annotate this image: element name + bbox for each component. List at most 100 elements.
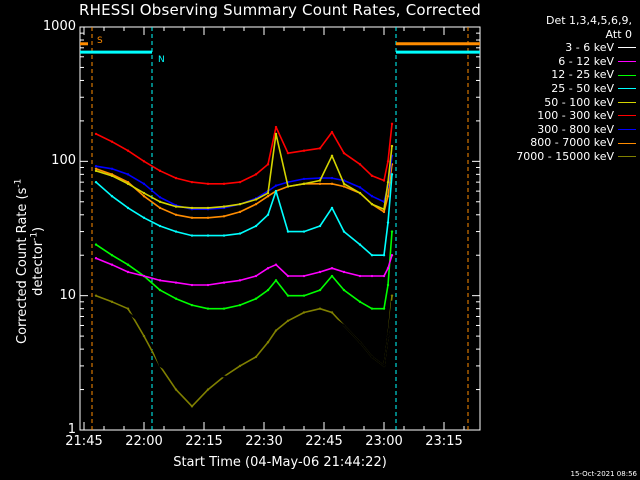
data-point [302,230,306,233]
legend-swatch [618,129,636,131]
segment-label: S [97,36,103,46]
legend-label: 7000 - 15000 keV [516,149,614,163]
data-point [390,254,394,257]
data-point [286,294,290,297]
data-point [274,279,278,282]
data-point [330,311,334,314]
data-point [110,263,114,266]
chart-title: RHESSI Observing Summary Count Rates, Co… [78,1,481,19]
data-point [238,180,242,184]
x-tick-label: 22:00 [125,434,163,449]
data-point [370,307,374,310]
data-point [286,151,290,155]
data-point [174,205,178,208]
data-point [190,405,194,408]
data-point [274,329,278,332]
data-point [302,177,306,181]
legend-swatch [618,47,636,49]
legend-swatch [618,74,636,76]
data-point [342,270,346,274]
data-point [142,334,146,338]
data-point [318,270,322,274]
data-point [126,182,130,186]
data-point [126,270,130,274]
legend-entry: 12 - 25 keV [480,68,638,82]
legend-entry: 6 - 12 keV [480,55,638,69]
data-point [386,160,390,163]
data-point [286,230,290,233]
legend: Det 1,3,4,5,6,9, Att 0 3 - 6 keV 6 - 12 k… [480,14,638,164]
data-point [274,334,278,338]
data-point [238,364,242,368]
data-point [342,230,346,233]
data-point [318,311,322,314]
x-axis-title: Start Time (04-May-06 21:44:22) [173,455,387,470]
data-point [254,297,258,300]
series-line [95,123,393,185]
x-tick-label: 22:30 [245,434,283,449]
data-point [110,300,114,304]
data-point [342,151,346,155]
data-point [302,294,306,297]
data-point [274,184,278,187]
data-point [126,311,130,314]
data-point [206,206,210,210]
data-point [206,234,210,237]
data-point [358,163,362,166]
data-point [330,267,334,270]
data-point [286,324,290,327]
segment-label: N [158,55,165,65]
data-point [266,213,270,216]
data-point [266,267,270,270]
data-point [110,303,114,307]
data-point [386,195,390,198]
data-point [190,206,194,210]
data-point [382,364,386,368]
data-point [174,388,178,391]
data-point [238,279,242,282]
data-point [266,341,270,344]
data-point [358,300,362,304]
data-point [174,375,178,378]
data-point [206,283,210,287]
data-point [190,234,194,237]
data-point [390,230,394,233]
data-point [110,174,114,178]
data-point [222,205,226,208]
data-point [266,195,270,198]
data-point [254,224,258,228]
data-point [370,355,374,359]
data-point [390,173,394,176]
data-point [190,180,194,184]
data-point [190,303,194,307]
data-point [254,198,258,201]
data-point [142,160,146,163]
data-point [274,263,278,266]
data-point [110,254,114,257]
data-point [142,195,146,198]
y-tick-label: 10 [59,287,76,303]
legend-swatch [618,115,636,117]
data-point [318,288,322,292]
data-point [382,307,386,310]
data-point [158,288,162,292]
data-point [358,191,362,195]
series-line [95,297,393,378]
series-line [95,231,393,310]
plot-frame [79,26,481,431]
data-point [158,224,162,228]
data-point [318,307,322,310]
legend-swatch [618,142,636,144]
generated-timestamp: 15-Oct-2021 08:56 [570,470,637,478]
data-point [382,210,386,214]
data-point [254,375,258,378]
legend-entry: 3 - 6 keV [480,41,638,55]
legend-label: 6 - 12 keV [558,54,614,68]
data-point [94,132,98,136]
data-point [330,274,334,278]
data-point [254,202,258,206]
data-point [142,216,146,219]
data-point [302,149,306,152]
data-point [142,324,146,327]
data-point [302,274,306,278]
